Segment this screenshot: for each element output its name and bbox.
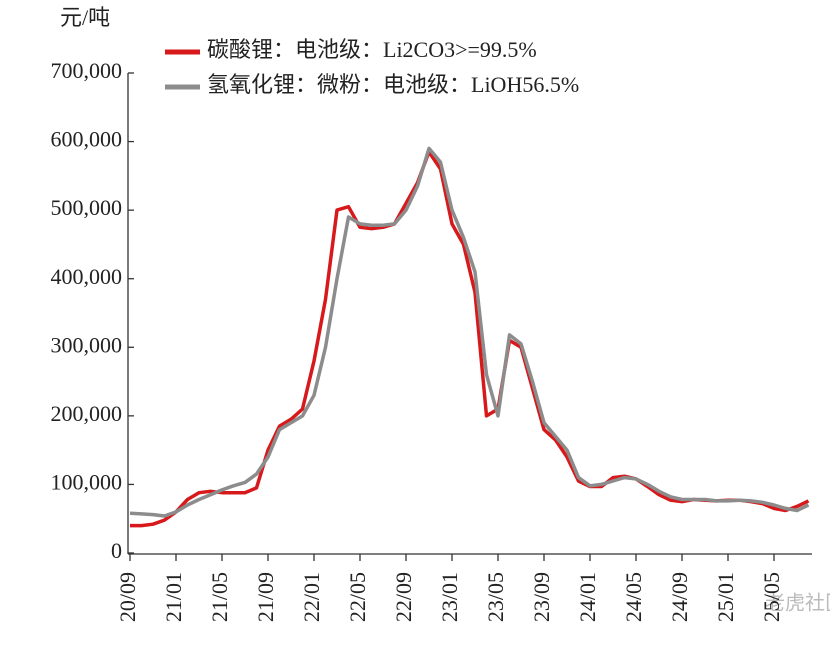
y-tick-label: 700,000 <box>51 58 123 83</box>
y-tick-label: 500,000 <box>51 195 123 220</box>
x-tick-label: 25/01 <box>713 572 738 622</box>
watermark: 老虎社区 <box>765 592 830 615</box>
x-tick-label: 21/09 <box>253 572 278 622</box>
series-line <box>130 150 810 528</box>
x-tick-label: 22/05 <box>345 572 370 622</box>
x-tick-label: 25/05 <box>759 572 784 622</box>
y-tick-label: 300,000 <box>51 332 123 357</box>
x-tick-label: 20/09 <box>115 572 140 622</box>
x-tick-label: 22/01 <box>299 572 324 622</box>
x-tick-label: 21/01 <box>161 572 186 622</box>
y-axis-label: 元/吨 <box>60 5 110 30</box>
x-tick-label: 23/09 <box>529 572 554 622</box>
series-line <box>129 146 810 518</box>
x-tick-label: 24/05 <box>621 572 646 622</box>
x-tick-label: 23/05 <box>483 572 508 622</box>
y-tick-label: 100,000 <box>51 469 123 494</box>
y-tick-label: 0 <box>111 538 122 563</box>
x-tick-label: 21/05 <box>207 572 232 622</box>
y-tick-label: 400,000 <box>51 264 123 289</box>
y-tick-label: 600,000 <box>51 127 123 152</box>
x-tick-label: 24/01 <box>575 572 600 622</box>
legend-label: 氢氧化锂：微粉：电池级：LiOH56.5% <box>207 72 579 97</box>
x-tick-label: 23/01 <box>437 572 462 622</box>
x-tick-label: 22/09 <box>391 572 416 622</box>
x-tick-label: 24/09 <box>667 572 692 622</box>
legend-label: 碳酸锂：电池级：Li2CO3>=99.5% <box>207 37 537 62</box>
y-tick-label: 200,000 <box>51 401 123 426</box>
